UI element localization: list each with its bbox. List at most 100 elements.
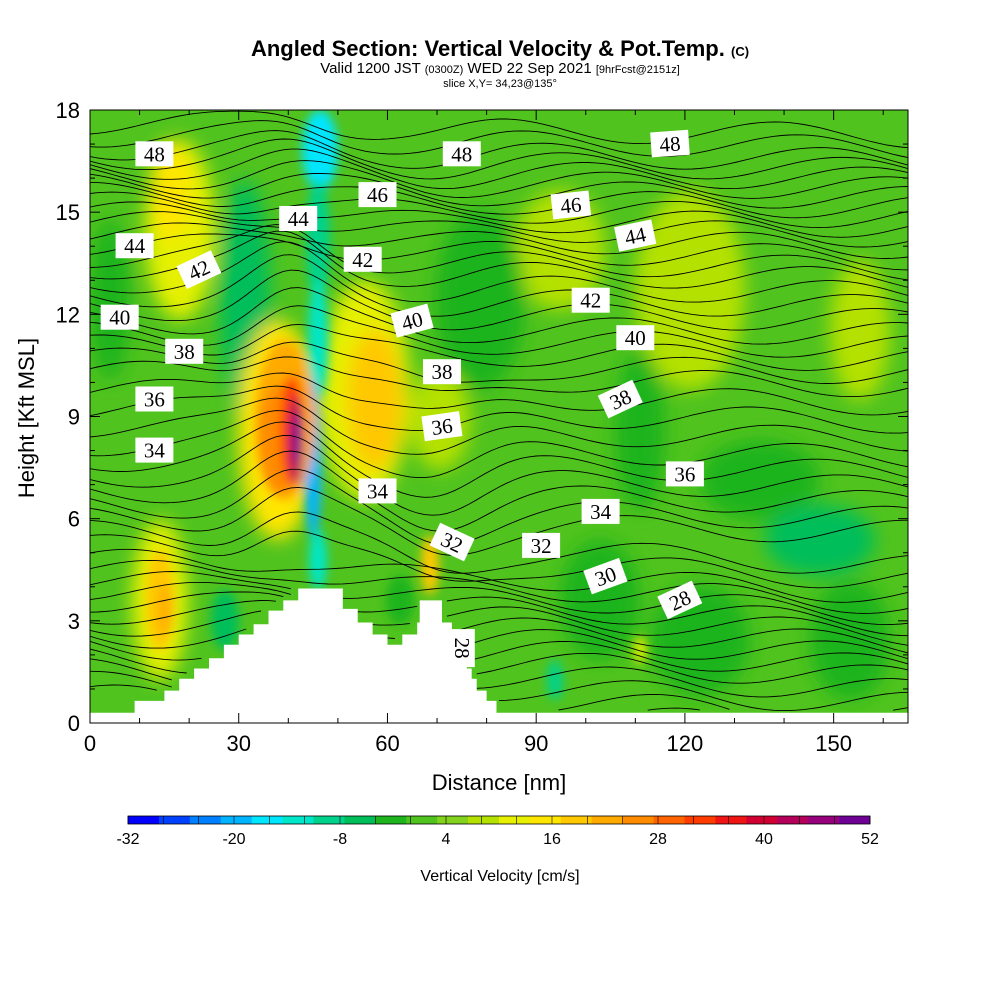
contour-label-box [423, 359, 461, 385]
contour-label: 44 [614, 219, 657, 252]
contour-label-box [650, 129, 690, 158]
y-tick-label: 0 [68, 711, 80, 736]
contour-label-text: 36 [430, 413, 454, 440]
chart-title: Angled Section: Vertical Velocity & Pot.… [0, 36, 1000, 62]
x-tick-label: 60 [375, 731, 399, 756]
contour-label-box [581, 498, 620, 524]
colorbar-swatch [653, 816, 685, 824]
contour-label-text: 40 [109, 306, 130, 330]
contour-label: 40 [100, 304, 139, 330]
title-text: Angled Section: Vertical Velocity & Pot.… [250, 36, 725, 61]
isentrope-line [90, 450, 908, 532]
contour-label-text: 48 [451, 142, 472, 166]
x-tick-label: 120 [667, 731, 704, 756]
contour-label-text: 34 [367, 479, 389, 503]
valid-prefix: Valid 1200 JST [320, 60, 421, 77]
isentrope-line [90, 559, 908, 614]
x-tick-label: 0 [84, 731, 96, 756]
isentrope-line [90, 138, 908, 180]
contour-label: 34 [135, 437, 174, 463]
contour-label-box [135, 437, 174, 463]
contour-label-text: 42 [352, 248, 373, 272]
y-tick-label: 12 [56, 302, 80, 327]
colorbar: -32 -20 -8 4 16 28 40 52 [116, 815, 879, 848]
colorbar-swatch [591, 816, 623, 824]
isentrope-line [90, 233, 908, 271]
contour-label-box [165, 338, 204, 364]
contour-label: 48 [650, 129, 690, 158]
isentrope-line [90, 670, 908, 711]
contour-label: 32 [522, 532, 561, 558]
contour-label-box [550, 190, 592, 220]
isentrope-line [90, 548, 908, 603]
colorbar-swatch [622, 816, 654, 824]
isentrope-line [90, 385, 908, 434]
contour-label: 36 [665, 461, 704, 487]
isentrope-line [90, 224, 908, 281]
contour-label-box [442, 141, 481, 167]
colorbar-tick-label: -20 [222, 831, 245, 848]
contour-label-text: 28 [450, 638, 474, 659]
isentrope-line [90, 648, 908, 698]
isentrope-line [90, 581, 908, 637]
colorbar-tick-label: 16 [543, 831, 561, 848]
isentrope-line [90, 468, 908, 546]
isentrope-line [90, 684, 700, 711]
y-axis-label: Height [Kft MSL] [14, 338, 39, 498]
y-tick-label: 3 [68, 609, 80, 634]
isentrope-line [90, 571, 908, 626]
colorbar-swatch [499, 816, 531, 824]
isentrope-line [90, 160, 908, 199]
colorbar-swatch [468, 816, 500, 824]
isentrope-lines [90, 110, 908, 712]
colorbar-swatch [282, 816, 314, 824]
colorbar-swatch [839, 816, 871, 824]
isentrope-line [90, 356, 908, 398]
colorbar-tick-label: -32 [116, 831, 139, 848]
isentrope-line [90, 341, 908, 384]
contour-label-box [135, 141, 174, 167]
contour-label-box [279, 206, 318, 231]
contour-label-text: 40 [625, 326, 646, 350]
contour-label: 40 [390, 303, 434, 338]
contour-label: 42 [343, 246, 382, 272]
contour-label-box [135, 386, 174, 412]
colorbar-swatch [313, 816, 345, 824]
contour-label-box [614, 219, 657, 252]
contour-label-box [358, 478, 397, 504]
isentrope-line [90, 610, 908, 660]
contour-label-box [665, 461, 704, 487]
colorbar-swatch [375, 816, 407, 824]
contour-label-text: 42 [580, 289, 601, 313]
colorbar-tick-label: 28 [649, 831, 667, 848]
isentrope-line [90, 173, 908, 209]
valid-utc: (0300Z) [424, 64, 464, 76]
colorbar-label: Vertical Velocity [cm/s] [420, 868, 579, 885]
isentrope-line [90, 658, 908, 712]
contour-label-box [358, 182, 397, 208]
forecast-info: [9hrFcst@2151z] [595, 64, 680, 76]
contour-label-box [657, 580, 703, 620]
colorbar-swatch [128, 816, 160, 824]
chart-subtitle: Valid 1200 JST (0300Z) WED 22 Sep 2021 [… [0, 60, 1000, 77]
slice-info: slice X,Y= 34,23@135° [443, 78, 557, 90]
contour-label: 48 [135, 141, 174, 167]
colorbar-swatch [746, 816, 778, 824]
contour-label-text: 48 [659, 131, 682, 156]
isentrope-line [90, 397, 908, 455]
contour-label-text: 44 [288, 207, 310, 231]
colorbar-swatch [220, 816, 252, 824]
contour-label-text: 32 [531, 534, 552, 558]
contour-label-box [597, 379, 643, 419]
colorbar-swatch [777, 816, 809, 824]
isentrope-line [90, 201, 908, 238]
contour-label-box [522, 532, 561, 558]
contour-label-text: 36 [144, 388, 165, 412]
contour-label-box [449, 629, 475, 668]
colorbar-tick-label: 52 [861, 831, 879, 848]
valid-date: WED 22 Sep 2021 [467, 60, 592, 77]
colorbar-swatch [406, 816, 438, 824]
contour-label-text: 48 [144, 142, 165, 166]
